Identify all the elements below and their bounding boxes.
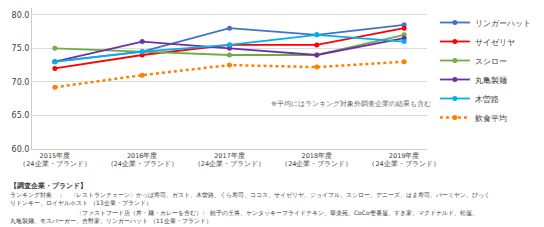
svg-text:2017年度（24企業・ブランド）: 2017年度（24企業・ブランド） xyxy=(194,152,265,168)
svg-text:2019年度（24企業・ブランド）: 2019年度（24企業・ブランド） xyxy=(368,152,439,168)
svg-text:〈ファストフード店（丼・麺・カレーを含む）〉 餃子の王将、ケ: 〈ファストフード店（丼・麺・カレーを含む）〉 餃子の王将、ケンタッキーフライドチ… xyxy=(10,209,478,225)
svg-text:65.0: 65.0 xyxy=(12,111,30,120)
svg-text:木曽路: 木曽路 xyxy=(475,95,499,104)
svg-text:ランキング対象 ： 〈レストランチェーン〉かっぱ寿司、ガスト: ランキング対象 ： 〈レストランチェーン〉かっぱ寿司、ガスト、木曽路、くら寿司、… xyxy=(10,191,490,207)
svg-text:丸亀製麺: 丸亀製麺 xyxy=(475,76,507,85)
svg-text:スシロー: スシロー xyxy=(475,57,507,66)
svg-text:2015年度（24企業・ブランド）: 2015年度（24企業・ブランド） xyxy=(19,152,90,168)
svg-text:80.0: 80.0 xyxy=(12,11,30,20)
svg-text:75.0: 75.0 xyxy=(12,44,30,53)
svg-text:※平均にはランキング対象外調査企業の結果も含む: ※平均にはランキング対象外調査企業の結果も含む xyxy=(271,100,431,108)
svg-text:2018年度（24企業・ブランド）: 2018年度（24企業・ブランド） xyxy=(281,152,352,168)
svg-text:70.0: 70.0 xyxy=(12,78,30,87)
svg-text:飲食平均: 飲食平均 xyxy=(475,114,507,123)
svg-text:2016年度（24企業・ブランド）: 2016年度（24企業・ブランド） xyxy=(107,152,178,168)
svg-text:サイゼリヤ: サイゼリヤ xyxy=(475,38,515,47)
svg-text:【調査企業・ブランド】: 【調査企業・ブランド】 xyxy=(10,181,87,190)
svg-text:リンガーハット: リンガーハット xyxy=(475,19,531,28)
svg-text:60.0: 60.0 xyxy=(12,145,30,154)
